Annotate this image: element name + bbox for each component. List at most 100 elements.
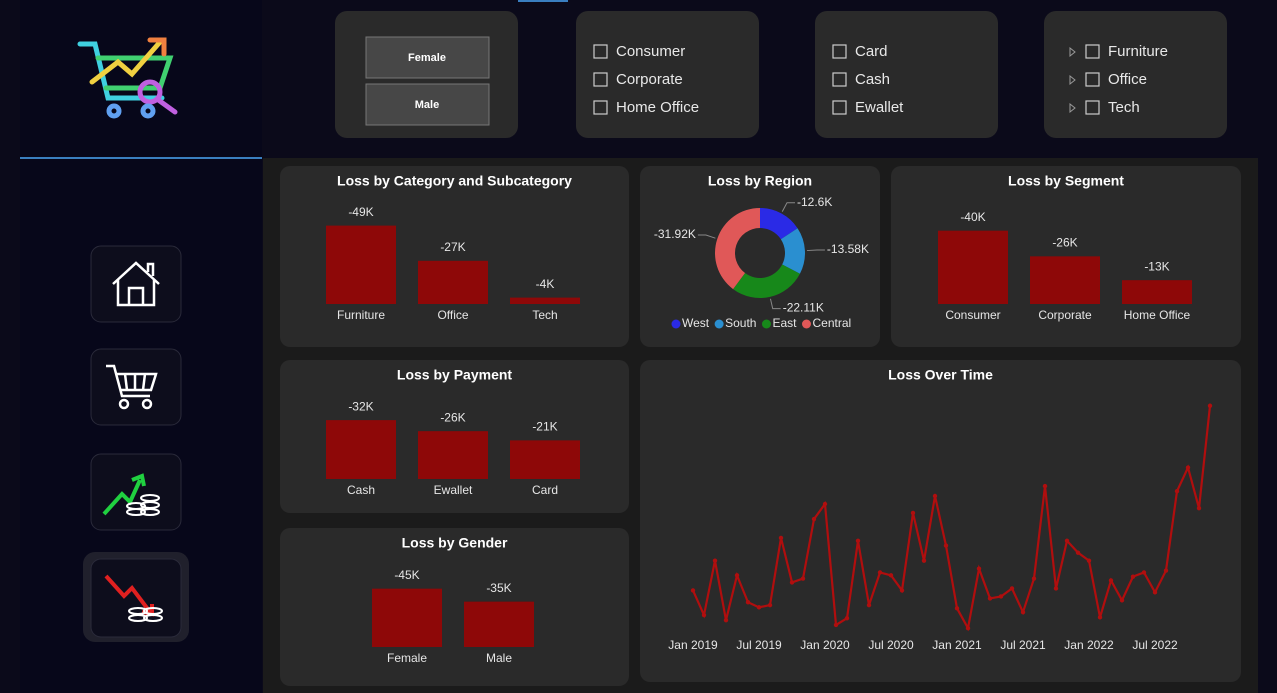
point (1020, 609, 1026, 615)
home-icon (112, 261, 160, 307)
segment-option: Home Office (616, 99, 699, 116)
x-tick-label: Female (387, 651, 427, 665)
checkbox[interactable] (593, 100, 608, 115)
logo (77, 37, 178, 119)
coins (126, 494, 160, 516)
bar (464, 601, 534, 647)
x-tick-label: Home Office (1124, 308, 1191, 322)
bar (418, 260, 488, 304)
point (932, 493, 938, 499)
data-label: -26K (440, 410, 465, 424)
legend-swatch (761, 319, 771, 329)
cart-icon (106, 364, 158, 398)
point (1075, 550, 1081, 555)
chart-title: Loss by Gender (402, 535, 508, 551)
nav-loss[interactable] (90, 558, 182, 638)
checkbox[interactable] (832, 72, 847, 87)
checkbox[interactable] (832, 44, 847, 59)
x-tick-label: Ewallet (434, 483, 473, 497)
point (1130, 574, 1136, 579)
bar (510, 297, 580, 304)
x-tick-label: Male (486, 651, 512, 665)
point (1009, 586, 1015, 591)
x-tick-label: Card (532, 483, 558, 497)
point (767, 602, 773, 608)
point (910, 510, 916, 516)
gender-button[interactable] (365, 36, 490, 79)
gender-label: Female (408, 52, 446, 64)
legend-swatch (802, 319, 811, 329)
point (1031, 576, 1037, 581)
x-tick-label: Cash (347, 483, 375, 497)
tab-indicator (518, 0, 568, 2)
donut-slice (760, 208, 798, 240)
data-label: -31.92K (654, 227, 696, 241)
profit-icon (102, 473, 146, 516)
point (1042, 483, 1048, 489)
legend-label: West (682, 316, 710, 330)
point (690, 588, 696, 593)
checkbox[interactable] (1085, 44, 1100, 59)
gender-button[interactable] (365, 83, 490, 126)
checkbox[interactable] (593, 44, 608, 59)
chart-panel (640, 166, 880, 347)
point (1064, 538, 1070, 543)
point (1174, 489, 1180, 494)
segment-option: Consumer (616, 43, 685, 60)
leader-line (806, 249, 825, 252)
point (789, 580, 795, 585)
payment-slicer (815, 11, 998, 138)
data-label: -40K (960, 210, 985, 224)
legend-swatch (714, 319, 724, 329)
point (800, 576, 806, 581)
checkbox[interactable] (832, 100, 847, 115)
x-tick-label: Jan 2021 (932, 638, 982, 652)
payment-option: Cash (855, 71, 890, 88)
point (976, 566, 982, 571)
point (1119, 598, 1125, 603)
data-label: -22.11K (783, 301, 824, 315)
payment-option: Ewallet (855, 99, 904, 116)
point (1207, 403, 1213, 408)
bar (1122, 280, 1192, 304)
checkbox[interactable] (593, 72, 608, 87)
point (1053, 586, 1059, 591)
point (1196, 505, 1202, 511)
bar (938, 230, 1008, 304)
x-tick-label: Jul 2021 (1000, 638, 1046, 652)
expand-arrow[interactable] (1069, 102, 1076, 114)
nav-home[interactable] (90, 245, 182, 323)
leader-line (697, 234, 716, 239)
chart-title: Loss by Category and Subcategory (337, 173, 572, 189)
loss-line (691, 405, 1212, 632)
expand-arrow[interactable] (1069, 74, 1076, 86)
x-tick-label: Corporate (1038, 308, 1092, 322)
chart-title: Loss Over Time (888, 367, 993, 383)
chart-panel (280, 528, 629, 686)
nav[interactable] (83, 245, 189, 642)
legend-label: Central (813, 316, 852, 330)
x-tick-label: Jan 2019 (668, 638, 718, 652)
bar (372, 588, 442, 647)
bar (326, 420, 396, 479)
point (899, 588, 905, 593)
cart-wheel (118, 398, 130, 410)
x-tick-label: Tech (532, 308, 557, 322)
chart-title: Loss by Region (708, 173, 812, 189)
x-tick-label: Furniture (337, 308, 385, 322)
checkbox[interactable] (1085, 100, 1100, 115)
category-slicer (1044, 11, 1227, 138)
x-tick-label: Consumer (945, 308, 1000, 322)
point (1152, 590, 1158, 595)
legend-label: East (772, 316, 797, 330)
expand-arrow[interactable] (1069, 46, 1076, 58)
legend-swatch (671, 319, 681, 329)
donut-slice (733, 264, 800, 298)
category-option: Office (1108, 71, 1147, 88)
point (756, 605, 762, 610)
data-label: -12.6K (797, 195, 832, 209)
point (723, 617, 729, 623)
checkbox[interactable] (1085, 72, 1100, 87)
x-tick-label: Jan 2022 (1064, 638, 1114, 652)
